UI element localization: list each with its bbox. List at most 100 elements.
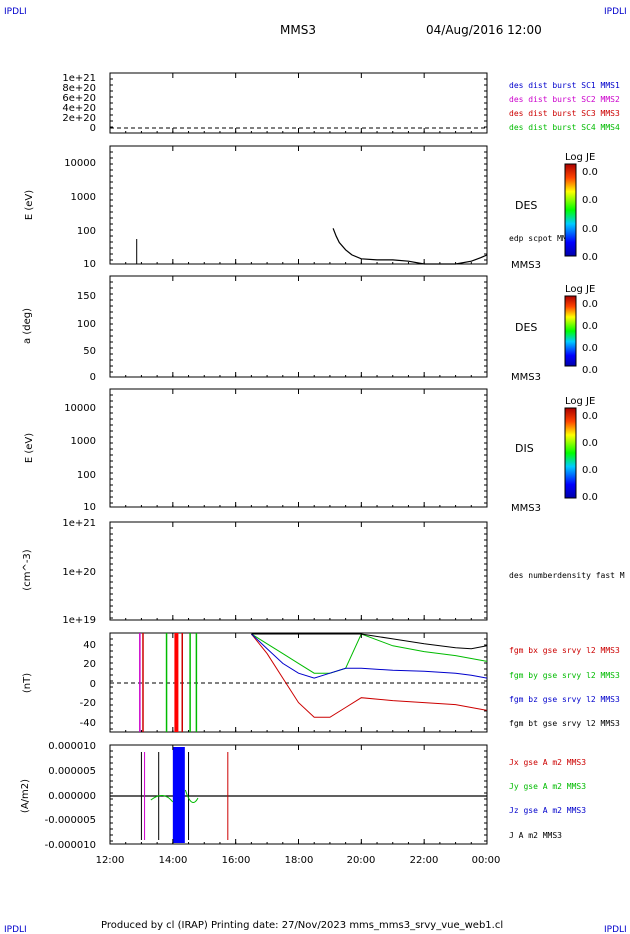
- panel-4-ytick: 10000: [64, 403, 96, 414]
- panel-3-ylabel: a (deg): [22, 308, 33, 344]
- panel-4-dis-energy: E (eV) 10000 1000 100 10 DIS MMS3 Log JE…: [24, 388, 598, 514]
- panel-3-colorbar-tick: 0.0: [582, 321, 598, 332]
- x-tick-label: 18:00: [285, 855, 314, 866]
- panel-6-ytick: 0: [90, 679, 96, 690]
- panel-6-series: [139, 633, 488, 732]
- panel-2-ytick: 1000: [71, 192, 96, 203]
- panel-2-ylabel: E (eV): [24, 190, 35, 220]
- panel-7-ytick: 0.000010: [48, 741, 96, 752]
- panel-2-probe-label: MMS3: [511, 260, 541, 271]
- panel-2-colorbar-tick: 0.0: [582, 195, 598, 206]
- panel-4-colorbar-tick: 0.0: [582, 438, 598, 449]
- panel-3-colorbar-tick: 0.0: [582, 343, 598, 354]
- panel-3-colorbar-tick: 0.0: [582, 299, 598, 310]
- panel-2-des-energy: E (eV) 10000 1000 100 10 DES edp scpot M…: [24, 145, 598, 271]
- tick-marks: [109, 72, 488, 844]
- panel-7-ytick: -0.000010: [45, 840, 96, 851]
- series-bz: [251, 633, 488, 679]
- panel-1-ytick: 6e+20: [62, 93, 96, 104]
- panel-2-colorbar: [564, 163, 577, 257]
- panel-7-ytick: 0.000005: [48, 766, 96, 777]
- panel-1-legend-mms3: des dist burst SC3 MMS3: [509, 109, 620, 118]
- panel-4-colorbar-tick: 0.0: [582, 465, 598, 476]
- series-bt: [251, 633, 488, 650]
- x-tick-label: 00:00: [472, 855, 501, 866]
- panel-2-colorbar-title: Log JE: [565, 152, 595, 163]
- panel-2-overlay-label: edp scpot MMS3: [509, 234, 577, 243]
- panel-4-species-label: DIS: [515, 442, 534, 455]
- panel-3-colorbar-title: Log JE: [565, 284, 595, 295]
- panel-2-ytick: 100: [77, 226, 96, 237]
- panel-1-ytick: 1e+21: [62, 73, 96, 84]
- panel-6-legend-bx: fgm bx gse srvy l2 MMS3: [509, 646, 620, 655]
- panel-7-frame: [109, 744, 488, 845]
- panel-3-des-pitch-angle: a (deg) 150 100 50 0 DES MMS3 Log JE 0.0…: [22, 275, 598, 383]
- x-tick-label: 12:00: [96, 855, 125, 866]
- panel-2-ytick: 10000: [64, 158, 96, 169]
- panel-3-colorbar-tick: 0.0: [582, 365, 598, 376]
- panel-4-colorbar-tick: 0.0: [582, 411, 598, 422]
- current-jy-wiggle: [150, 795, 174, 803]
- series-by: [251, 633, 488, 674]
- panel-4-ylabel: E (eV): [24, 433, 35, 463]
- x-tick-label: 22:00: [410, 855, 439, 866]
- panel-6-legend-by: fgm by gse srvy l2 MMS3: [509, 671, 620, 680]
- panel-4-probe-label: MMS3: [511, 503, 541, 514]
- corner-label-top-right: IPDLI: [604, 7, 627, 17]
- panel-3-ytick: 150: [77, 291, 96, 302]
- corner-label-bottom-right: IPDLI: [604, 925, 627, 934]
- panel-2-ytick: 10: [83, 259, 96, 270]
- panel-2-scpot-overlay: [136, 228, 488, 265]
- panel-5-ytick: 1e+20: [62, 567, 96, 578]
- panel-3-probe-label: MMS3: [511, 372, 541, 383]
- panel-1-frame: [109, 72, 488, 134]
- panel-2-colorbar-tick: 0.0: [582, 224, 598, 235]
- panel-1-legend-mms4: des dist burst SC4 MMS4: [509, 123, 620, 132]
- header-probe: MMS3: [280, 23, 316, 37]
- panel-2-colorbar-tick: 0.0: [582, 167, 598, 178]
- x-axis: 12:00 14:00 16:00 18:00 20:00 22:00 00:0…: [96, 855, 501, 866]
- x-tick-label: 20:00: [347, 855, 376, 866]
- panel-7-current-density: (A/m2) 0.000010 0.000005 0.000000 -0.000…: [20, 741, 586, 851]
- panel-4-colorbar-tick-hidden: 0.0: [594, 503, 596, 505]
- current-jy-wiggle: [184, 789, 199, 803]
- panel-1-legend-mms2: des dist burst SC2 MMS2: [509, 95, 620, 104]
- panel-1-distribution: 1e+21 8e+20 6e+20 4e+20 2e+20 0 des dist…: [62, 72, 620, 134]
- panel-7-ytick: 0.000000: [48, 791, 96, 802]
- scpot-line: [332, 228, 488, 265]
- panel-3-ytick: 0: [90, 372, 96, 383]
- header-date: 04/Aug/2016 12:00: [426, 23, 542, 37]
- panel-6-ylabel: (nT): [22, 673, 33, 693]
- panel-7-series: [110, 747, 487, 843]
- panel-2-frame: [109, 145, 488, 265]
- panel-4-ytick: 100: [77, 470, 96, 481]
- panel-6-ytick: -40: [80, 718, 96, 729]
- panel-4-colorbar-tick: 0.0: [582, 492, 598, 503]
- corner-label-bottom-left: IPDLI: [4, 925, 27, 934]
- panel-3-frame: [109, 275, 488, 378]
- panel-7-legend-jy: Jy gse A m2 MMS3: [509, 782, 586, 791]
- panel-6-ytick: 20: [83, 659, 96, 670]
- x-tick-label: 16:00: [222, 855, 251, 866]
- panel-7-legend-jz: Jz gse A m2 MMS3: [509, 806, 586, 815]
- panel-1-ytick: 4e+20: [62, 103, 96, 114]
- panel-4-frame: [109, 388, 488, 508]
- panel-1-ytick: 8e+20: [62, 83, 96, 94]
- panel-6-magnetic-field: (nT) 40 20 0 -20 -40 fgm bx gse srvy l2 …: [22, 632, 620, 733]
- panel-5-ytick: 1e+19: [62, 615, 96, 626]
- field-burst-red: [174, 633, 179, 732]
- panel-6-legend-bz: fgm bz gse srvy l2 MMS3: [509, 695, 620, 704]
- panel-6-ytick: -20: [80, 698, 96, 709]
- current-burst-blue: [172, 747, 185, 843]
- panel-7-ylabel: (A/m2): [20, 779, 31, 813]
- panel-4-ytick: 10: [83, 502, 96, 513]
- panel-6-legend-bt: fgm bt gse srvy l2 MMS3: [509, 719, 620, 728]
- panel-5-legend: des numberdensity fast M: [509, 571, 625, 580]
- panel-1-ytick: 2e+20: [62, 113, 96, 124]
- panel-6-ytick: 40: [83, 640, 96, 651]
- x-tick-label: 14:00: [159, 855, 188, 866]
- panel-1-ytick: 0: [90, 123, 96, 134]
- panel-4-colorbar: [564, 407, 577, 499]
- panel-1-legend-mms1: des dist burst SC1 MMS1: [509, 81, 620, 90]
